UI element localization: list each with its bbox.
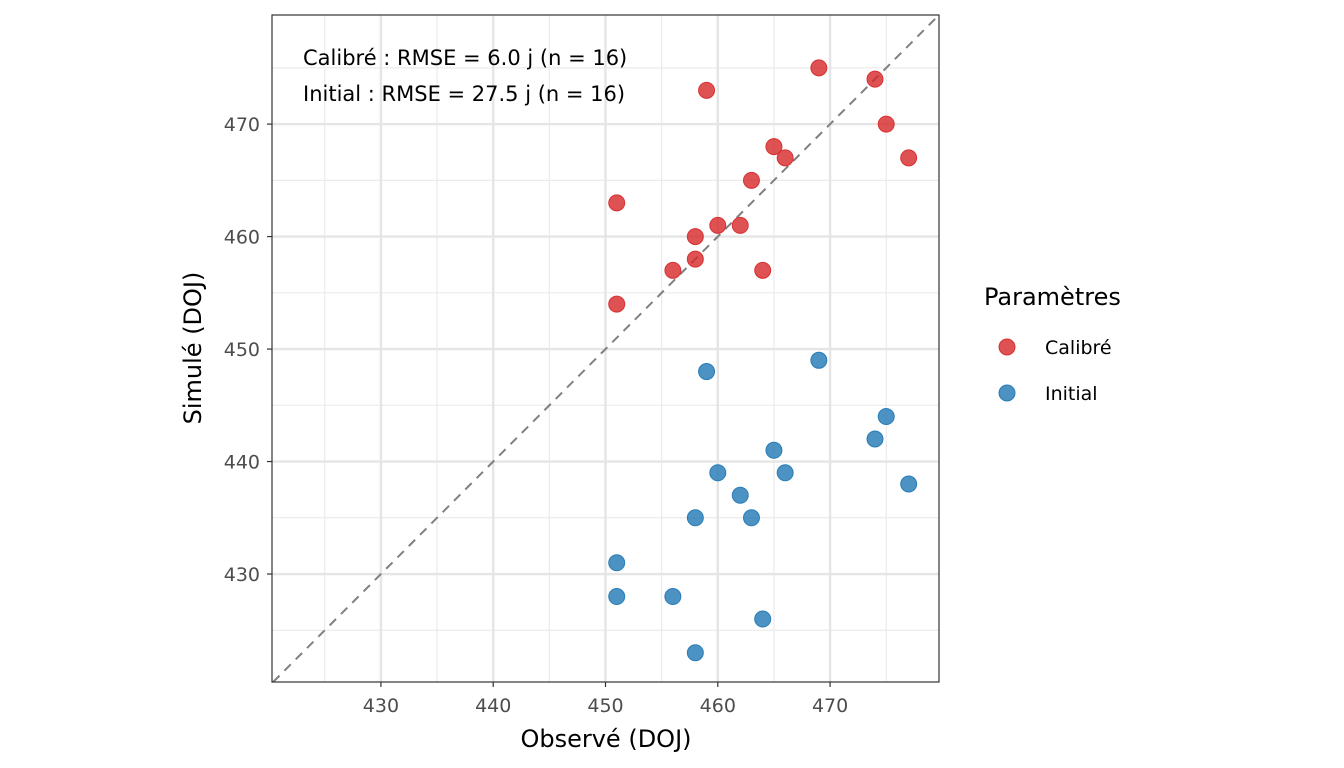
data-point bbox=[608, 588, 626, 606]
data-point bbox=[686, 644, 704, 662]
data-point bbox=[765, 441, 783, 459]
data-point bbox=[664, 588, 682, 606]
data-point bbox=[608, 194, 626, 212]
data-point bbox=[664, 261, 682, 279]
annotation-rmse-initial: Initial : RMSE = 27.5 j (n = 16) bbox=[303, 82, 625, 106]
legend: Paramètres Calibré Initial bbox=[984, 283, 1121, 405]
data-point bbox=[608, 295, 626, 313]
data-point bbox=[731, 216, 749, 234]
legend-title: Paramètres bbox=[984, 283, 1121, 311]
x-axis-ticks: 430 440 450 460 470 bbox=[363, 682, 848, 717]
data-point bbox=[698, 363, 716, 381]
y-axis-title: Simulé (DOJ) bbox=[179, 272, 207, 425]
y-tick-label: 440 bbox=[224, 452, 260, 474]
data-point bbox=[709, 216, 727, 234]
data-point bbox=[754, 610, 772, 628]
data-point bbox=[709, 464, 727, 482]
series-calibr bbox=[608, 59, 918, 313]
x-axis-title: Observé (DOJ) bbox=[520, 725, 691, 753]
annotation-rmse-calibre: Calibré : RMSE = 6.0 j (n = 16) bbox=[303, 46, 627, 70]
data-point bbox=[900, 475, 918, 493]
data-point bbox=[686, 509, 704, 527]
data-point bbox=[765, 138, 783, 156]
data-point bbox=[742, 171, 760, 189]
legend-label-calibre: Calibré bbox=[1045, 337, 1112, 359]
data-point bbox=[742, 509, 760, 527]
identity-reference-line bbox=[272, 14, 940, 683]
data-point bbox=[686, 250, 704, 268]
data-point bbox=[810, 351, 828, 369]
data-point bbox=[866, 430, 884, 448]
legend-key-calibre bbox=[998, 338, 1016, 356]
x-tick-label: 450 bbox=[587, 695, 623, 717]
data-point bbox=[810, 59, 828, 77]
grid-major bbox=[272, 15, 939, 682]
x-tick-label: 460 bbox=[700, 695, 736, 717]
data-point bbox=[608, 554, 626, 572]
y-axis-ticks: 430 440 450 460 470 bbox=[224, 114, 272, 586]
series-initial bbox=[608, 351, 918, 662]
data-point bbox=[866, 70, 884, 88]
data-point bbox=[754, 261, 772, 279]
data-point bbox=[776, 464, 794, 482]
data-points bbox=[608, 59, 918, 662]
data-point bbox=[877, 115, 895, 133]
y-tick-label: 450 bbox=[224, 339, 260, 361]
data-point bbox=[900, 149, 918, 167]
data-point bbox=[698, 81, 716, 99]
data-point bbox=[686, 228, 704, 246]
y-tick-label: 430 bbox=[224, 564, 260, 586]
x-tick-label: 430 bbox=[363, 695, 399, 717]
y-tick-label: 470 bbox=[224, 114, 260, 136]
legend-key-initial bbox=[998, 384, 1016, 402]
x-tick-label: 440 bbox=[475, 695, 511, 717]
data-point bbox=[877, 408, 895, 426]
data-point bbox=[776, 149, 794, 167]
legend-label-initial: Initial bbox=[1045, 383, 1098, 405]
data-point bbox=[731, 486, 749, 504]
y-tick-label: 460 bbox=[224, 227, 260, 249]
x-tick-label: 470 bbox=[812, 695, 848, 717]
